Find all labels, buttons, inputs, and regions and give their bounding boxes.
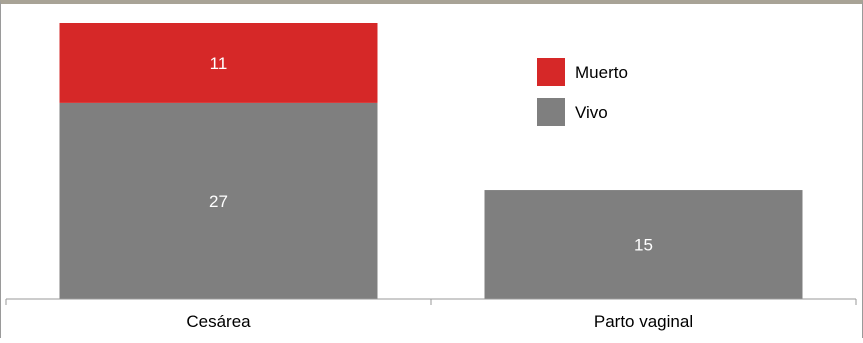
x-axis: Cesárea Parto vaginal xyxy=(5,298,857,331)
legend: Muerto Vivo xyxy=(537,58,628,126)
legend-swatch-muerto xyxy=(537,58,565,86)
data-label-muerto-1: 11 xyxy=(210,54,228,73)
legend-label-vivo: Vivo xyxy=(575,103,608,122)
bar-vivo-2 xyxy=(484,190,803,299)
data-label-vivo-2: 15 xyxy=(634,236,653,255)
bars-layer: 27 11 15 xyxy=(59,23,803,299)
x-tick-label-1: Cesárea xyxy=(186,312,251,331)
bar-vivo-1 xyxy=(59,102,378,299)
legend-swatch-vivo xyxy=(537,98,565,126)
bar-muerto-1 xyxy=(59,23,378,103)
legend-label-muerto: Muerto xyxy=(575,63,628,82)
data-label-vivo-1: 27 xyxy=(209,192,228,211)
stacked-bar-chart: 27 11 15 Cesárea Parto vaginal Muerto Vivo xyxy=(5,23,857,331)
x-tick-label-2: Parto vaginal xyxy=(594,312,693,331)
